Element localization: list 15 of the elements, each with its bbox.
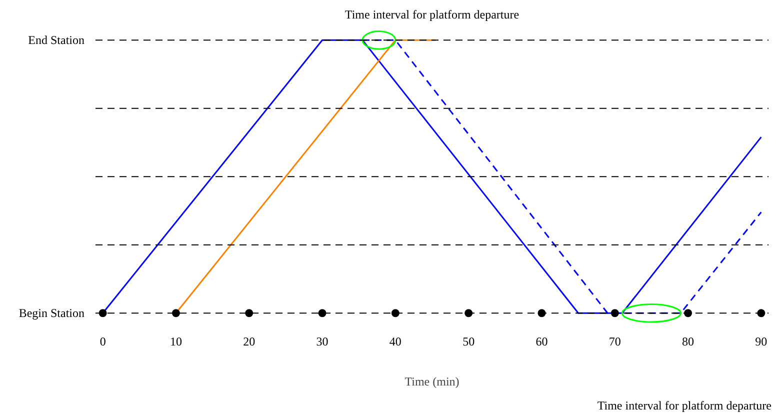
x-tick-label: 60 xyxy=(536,334,548,348)
x-tick-label: 90 xyxy=(755,334,768,348)
x-tick-label: 30 xyxy=(316,334,328,348)
x-axis-title: Time (min) xyxy=(404,374,460,388)
x-tick-label: 50 xyxy=(462,334,475,348)
ref-line-label: End Station xyxy=(28,33,85,48)
x-tick-label: 10 xyxy=(170,334,182,348)
x-tick-label: 70 xyxy=(608,334,621,348)
x-tick-label: 20 xyxy=(243,334,256,348)
ref-line-label: Begin Station xyxy=(18,306,85,320)
text: Time interval for platform departure xyxy=(344,8,520,22)
x-tick-label: 0 xyxy=(100,334,106,348)
x-tick-label: 40 xyxy=(389,334,402,348)
text: Time interval for platform departure xyxy=(597,398,772,412)
x-tick-label: 80 xyxy=(682,334,694,348)
